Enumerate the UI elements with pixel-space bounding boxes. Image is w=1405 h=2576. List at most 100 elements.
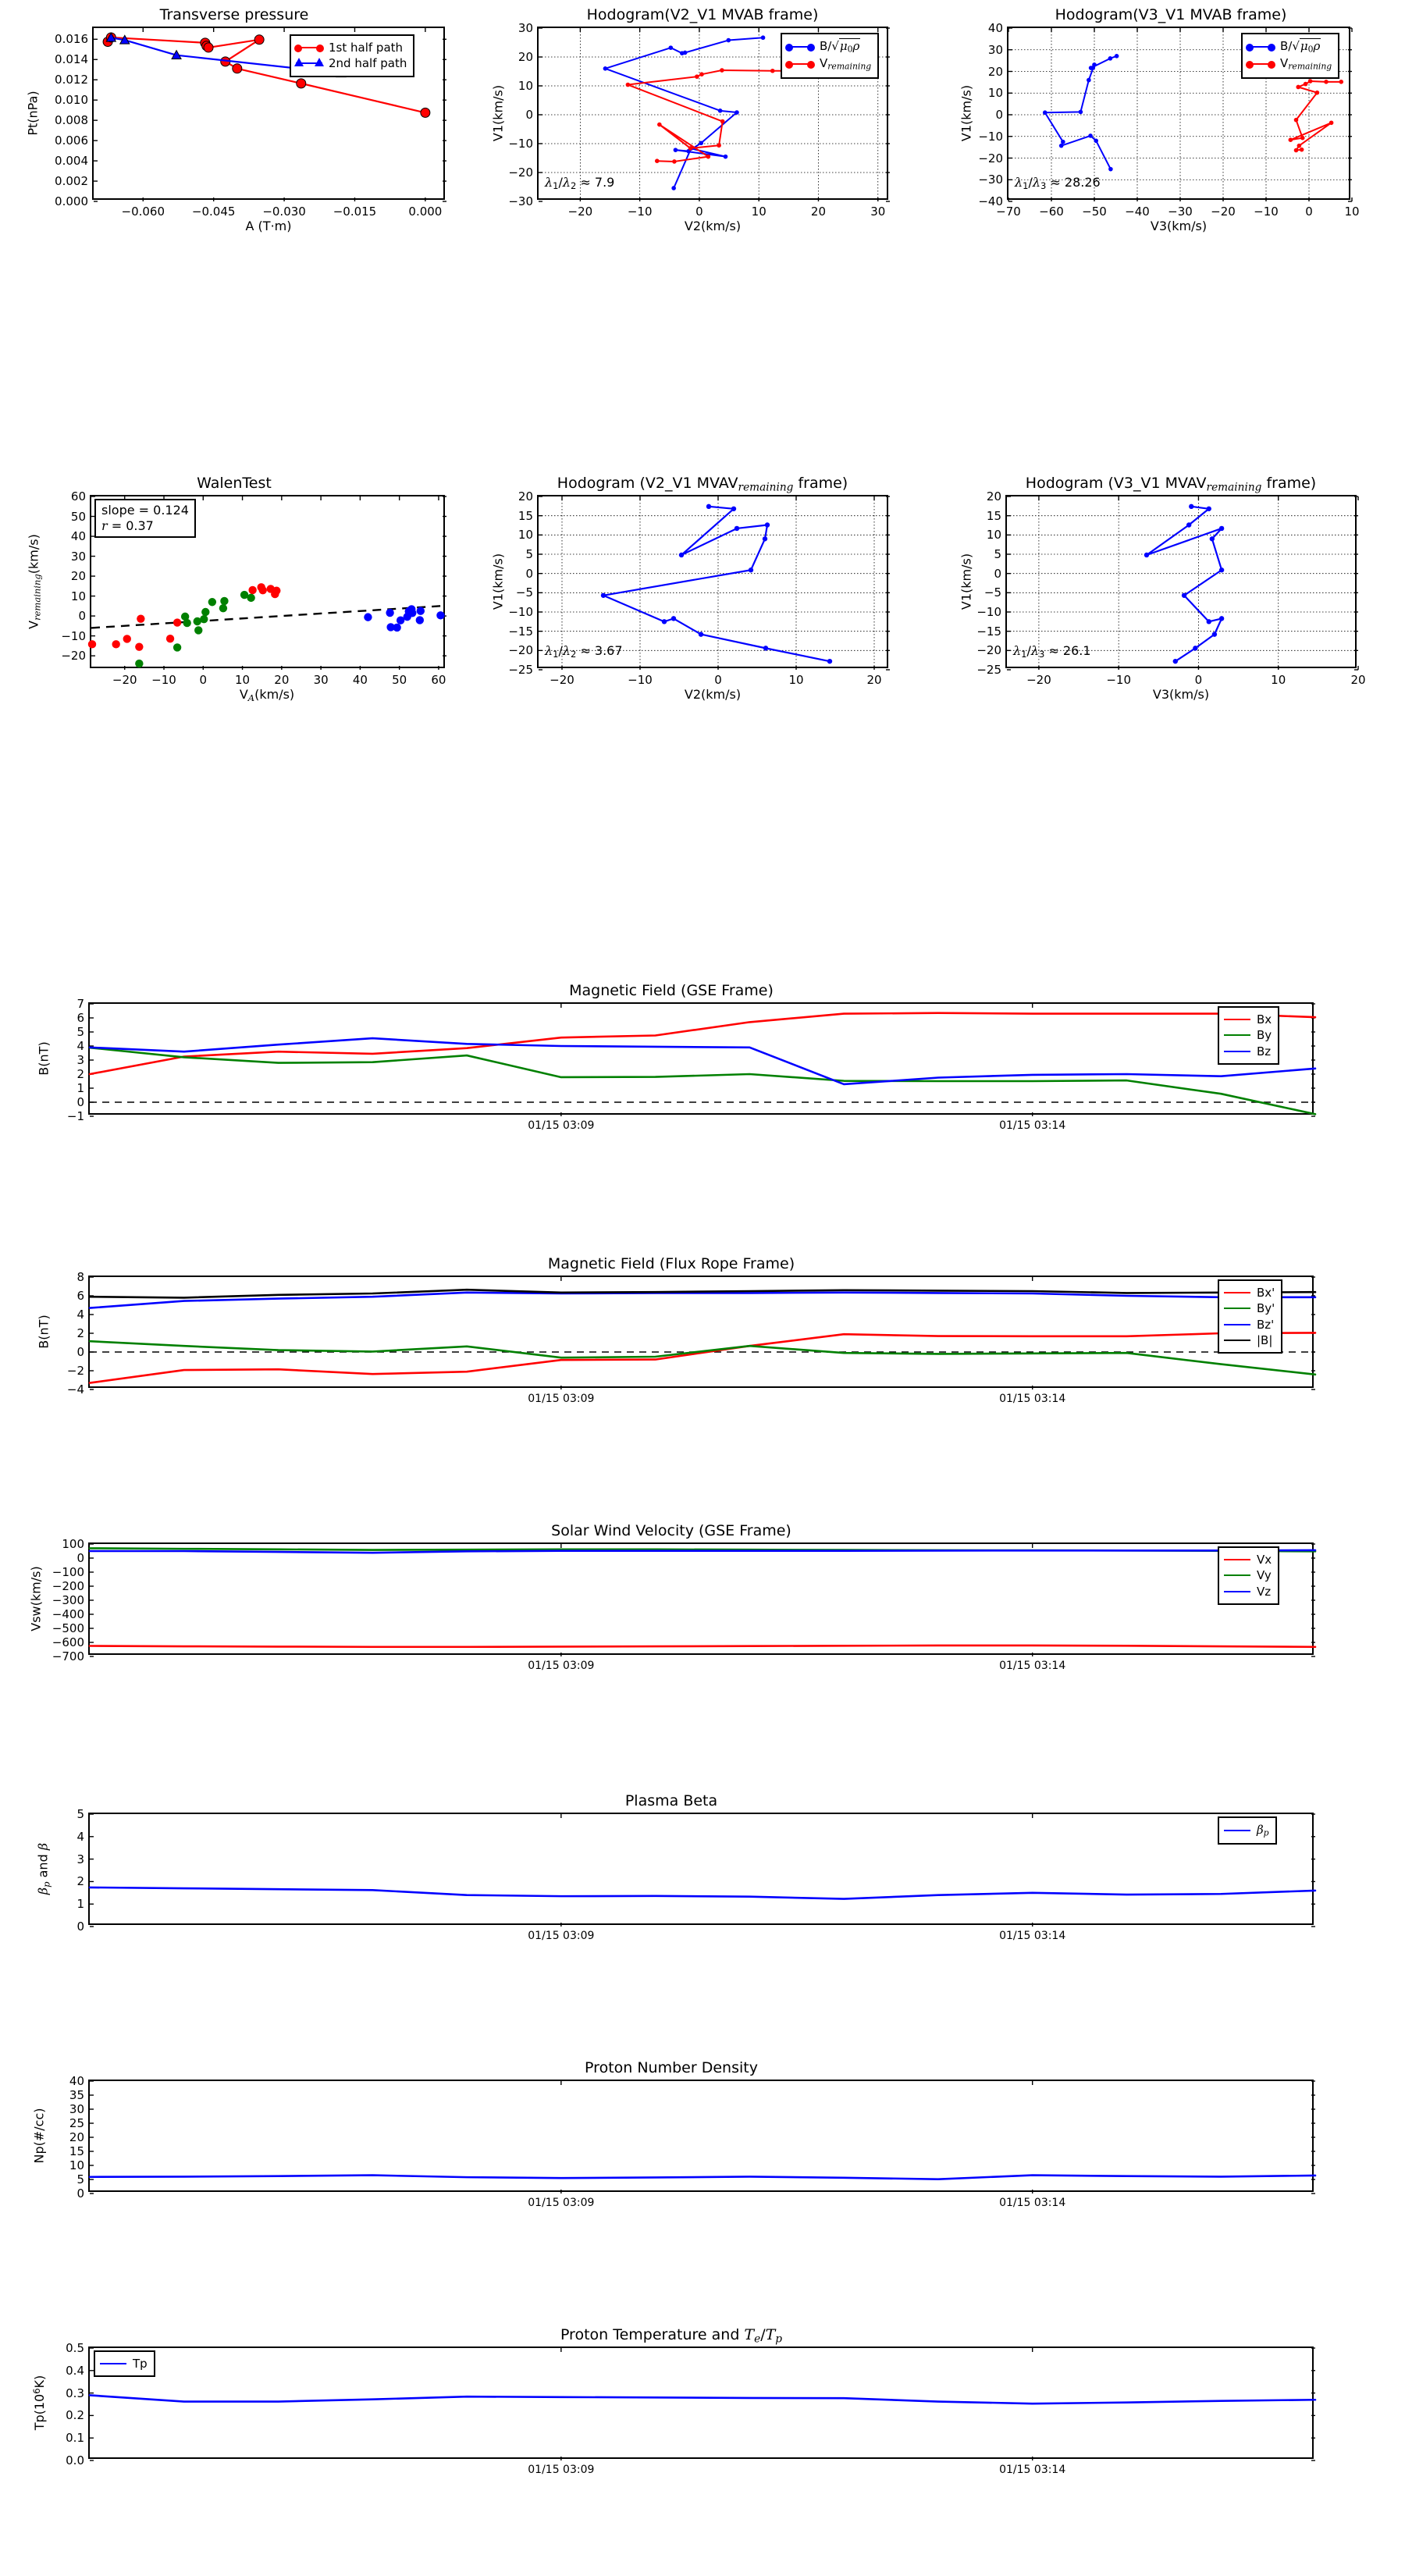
panel-title: Hodogram (V3_V1 MVAVremaining frame) [1025, 475, 1317, 494]
x-tick-label: 01/15 03:09 [528, 1930, 595, 1942]
panel-magnetic-field-flux-rope: Magnetic Field (Flux Rope Frame) −4 −2 0 2 4… [0, 1255, 1405, 1411]
legend-label: βp [1257, 1823, 1269, 1838]
panel-title: Transverse pressure [159, 6, 309, 23]
legend-item: B/√μ0ρ [1246, 38, 1332, 55]
line-icon [1224, 1323, 1250, 1325]
x-tick-label: 10 [788, 673, 804, 687]
line-icon [1224, 1339, 1250, 1341]
y-tick-label: 0.014 [55, 52, 88, 67]
x-tick-label: 20 [866, 673, 882, 687]
solar-wind-velocity-plot [88, 1543, 1317, 1657]
plot-area: −25 −20 −15 −10 −5 0 5 10 15 20 −20 −10 0 10 20 [976, 489, 1365, 687]
panel-title: WalenTest [197, 475, 272, 492]
y-tick-label: 0 [525, 566, 533, 581]
y-tick-label: −20 [508, 643, 533, 658]
y-tick-label: 15 [986, 508, 1001, 523]
legend-label: Vy [1257, 1568, 1272, 1583]
legend-label: Vremaining [820, 56, 872, 72]
x-tick-label: 30 [313, 673, 329, 687]
y-tick-label: 0.010 [55, 93, 88, 108]
y-tick-label: −40 [978, 194, 1003, 208]
y-tick-label: 0.1 [66, 2431, 84, 2446]
y-tick-label: 30 [987, 42, 1003, 57]
x-tick-label: −20 [567, 205, 593, 219]
x-axis-label: V2(km/s) [684, 219, 742, 233]
x-tick-label: 10 [1271, 673, 1286, 687]
panel-solar-wind-velocity: Solar Wind Velocity (GSE Frame) −700 −600… [0, 1522, 1405, 1678]
panel-title: Plasma Beta [624, 1792, 718, 1809]
proton-number-density-plot [88, 2080, 1317, 2194]
x-tick-label: 20 [810, 205, 827, 219]
y-tick-label: −15 [508, 624, 533, 639]
x-tick-label: 20 [1350, 673, 1366, 687]
y-tick-label: −200 [52, 1579, 84, 1593]
x-tick-label: 50 [392, 673, 407, 687]
slope-value: slope = 0.124 [101, 503, 189, 518]
eigenvalue-ratio-annotation: λ1/λ2 ≈ 7.9 [545, 175, 615, 191]
y-tick-label: 0.4 [66, 2363, 84, 2378]
y-tick-label: 0.012 [55, 73, 88, 87]
line-icon [1224, 1050, 1250, 1052]
y-tick-label: 60 [70, 489, 86, 503]
y-tick-label: −500 [52, 1621, 84, 1635]
line-icon [1224, 1574, 1250, 1577]
y-tick-label: −20 [61, 649, 86, 664]
x-tick-label: 01/15 03:14 [999, 1930, 1066, 1942]
panel-proton-number-density: Proton Number Density 0 5 10 15 20 25 30 35 40 01… [0, 2059, 1405, 2215]
panel-title: Proton Number Density [585, 2059, 758, 2076]
legend-item: |B| [1224, 1332, 1275, 1348]
panel-hodogram-v2v1-mvav: Hodogram (V2_V1 MVAVremaining frame) −25… [468, 475, 937, 702]
y-tick-label: 6 [76, 1289, 84, 1303]
y-tick-label: 0.000 [55, 194, 88, 208]
y-axis-label: B(nT) [36, 1041, 52, 1076]
x-tick-label: −20 [1211, 205, 1236, 219]
y-axis-label: V1(km/s) [959, 84, 974, 142]
legend-item: Vremaining [1246, 55, 1332, 73]
x-tick-label: 10 [751, 205, 767, 219]
y-tick-label: 10 [518, 79, 533, 93]
x-tick-label: 0 [695, 205, 703, 219]
y-tick-label: 0.2 [66, 2408, 84, 2423]
y-tick-label: −20 [508, 165, 533, 180]
y-tick-label: 0 [76, 1551, 84, 1565]
x-tick-label: −0.060 [121, 205, 165, 219]
x-tick-label: 20 [274, 673, 290, 687]
x-tick-label: −0.030 [262, 205, 306, 219]
y-tick-label: −30 [508, 194, 533, 208]
y-tick-label: 0 [994, 566, 1001, 581]
y-tick-label: 5 [76, 2172, 84, 2186]
plot-area: 0.0 0.1 0.2 0.3 0.4 0.5 01/15 03:09 01/15 03:14 [66, 2341, 1317, 2476]
eigenvalue-ratio-annotation: λ1/λ3 ≈ 26.1 [1013, 643, 1091, 660]
legend-item: Vx [1224, 1552, 1272, 1567]
x-tick-label: −50 [1082, 205, 1107, 219]
panel-title: Hodogram(V3_V1 MVAB frame) [1055, 6, 1287, 23]
y-axis-label: Pt(nPa) [25, 91, 41, 136]
y-axis-label: Tp(106K) [30, 2375, 48, 2431]
legend-item: By [1224, 1027, 1272, 1043]
legend-label: Vremaining [1280, 56, 1332, 72]
y-tick-label: 0.016 [55, 32, 88, 47]
line-icon [1224, 1590, 1250, 1592]
y-tick-label: 35 [69, 2088, 84, 2102]
hodogram-v2v1-mvav-plot [539, 496, 890, 671]
y-tick-label: 40 [987, 21, 1003, 35]
y-tick-label: −15 [976, 624, 1001, 639]
plot-area: −700 −600 −500 −400 −300 −200 −100 0 100 01/15 03… [52, 1537, 1317, 1672]
y-tick-label: 10 [987, 86, 1003, 101]
legend-magnetic-field-flux-rope: Bx' By' Bz' |B| [1218, 1279, 1283, 1354]
legend-item: 2nd half path [294, 55, 407, 71]
y-tick-label: 15 [518, 508, 533, 523]
plot-area: −4 −2 0 2 4 6 8 01/15 03:09 01/15 03:14 [67, 1270, 1317, 1405]
y-tick-label: 3 [76, 1053, 84, 1067]
y-tick-label: 10 [70, 589, 86, 603]
x-tick-label: −10 [151, 673, 176, 687]
y-tick-label: 0 [995, 108, 1003, 122]
legend-label: Vx [1257, 1553, 1272, 1567]
y-tick-label: 4 [76, 1039, 84, 1053]
x-axis-label: A (T·m) [245, 219, 292, 233]
y-tick-label: 100 [62, 1537, 84, 1551]
legend-plasma-beta: βp [1218, 1816, 1277, 1845]
x-tick-label: −20 [550, 673, 574, 687]
hodogram-v3v1-mvav-plot [1007, 496, 1359, 671]
